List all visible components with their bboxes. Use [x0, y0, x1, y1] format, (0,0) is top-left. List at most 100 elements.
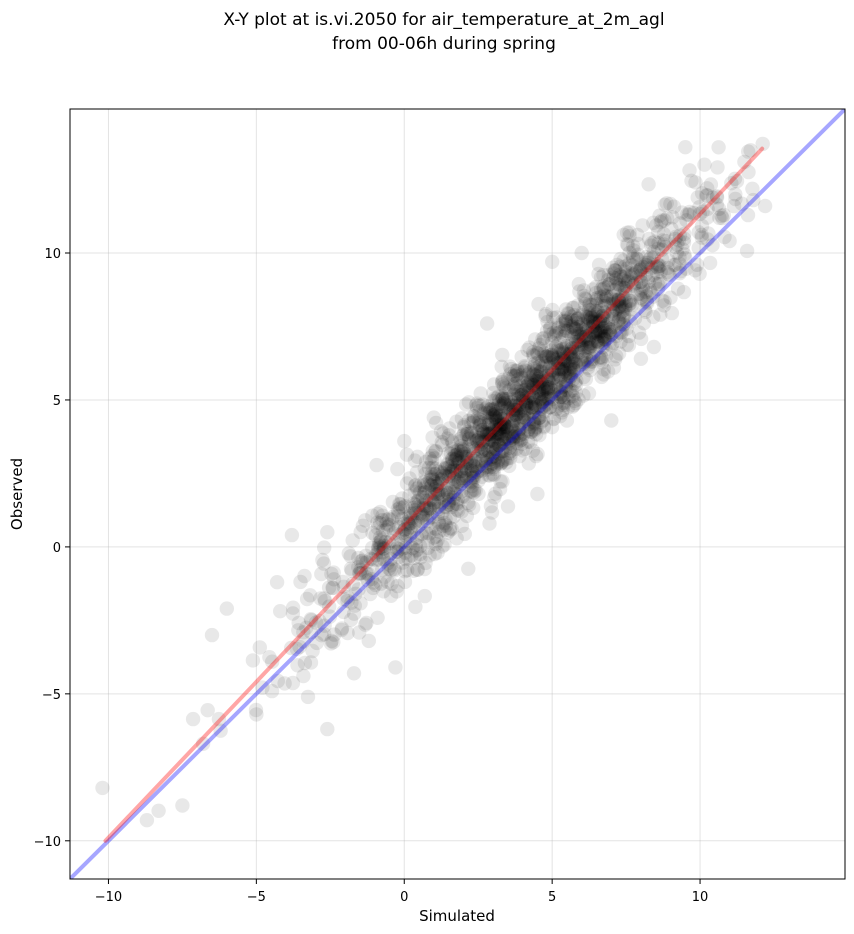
- scatter-point: [562, 385, 577, 400]
- scatter-point: [518, 396, 534, 411]
- scatter-point: [368, 548, 384, 563]
- scatter-point: [464, 426, 479, 441]
- scatter-point: [580, 353, 595, 368]
- scatter-point: [567, 393, 582, 409]
- scatter-point: [507, 398, 523, 413]
- scatter-point: [576, 283, 592, 298]
- scatter-point: [616, 316, 631, 332]
- scatter-point: [474, 452, 489, 468]
- scatter-point: [512, 422, 527, 437]
- scatter-point: [533, 401, 549, 416]
- scatter-point: [506, 379, 522, 395]
- scatter-point: [578, 349, 593, 364]
- scatter-point: [589, 279, 604, 295]
- scatter-point: [585, 314, 601, 330]
- scatter-point: [556, 395, 571, 410]
- scatter-point: [353, 524, 368, 540]
- scatter-point: [619, 237, 635, 252]
- scatter-point: [569, 334, 584, 349]
- scatter-point: [416, 485, 432, 500]
- chart-title-line-2: from 00-06h during spring: [332, 34, 556, 54]
- scatter-point: [651, 259, 667, 274]
- scatter-point: [407, 497, 423, 512]
- scatter-point: [566, 300, 581, 315]
- scatter-point: [445, 441, 460, 457]
- scatter-point: [456, 426, 472, 441]
- scatter-point: [581, 311, 596, 326]
- scatter-point: [591, 323, 606, 338]
- scatter-point: [470, 424, 485, 440]
- scatter-point: [488, 450, 503, 465]
- scatter-point: [376, 541, 392, 556]
- scatter-point: [603, 327, 619, 342]
- scatter-point: [627, 311, 643, 326]
- scatter-point: [613, 269, 629, 284]
- scatter-point: [393, 497, 408, 512]
- scatter-point: [372, 552, 387, 567]
- scatter-point: [510, 383, 525, 398]
- scatter-point: [358, 617, 373, 632]
- scatter-point: [539, 350, 554, 365]
- scatter-point: [546, 387, 562, 402]
- scatter-point: [605, 311, 620, 327]
- scatter-point: [562, 346, 577, 361]
- scatter-point: [578, 329, 594, 344]
- scatter-point: [728, 187, 743, 202]
- scatter-point: [530, 360, 545, 375]
- scatter-point: [596, 335, 612, 351]
- scatter-point: [308, 615, 324, 630]
- scatter-point: [398, 545, 413, 560]
- scatter-point: [561, 368, 576, 384]
- scatter-point: [656, 298, 672, 313]
- scatter-point: [636, 316, 652, 331]
- scatter-point: [262, 650, 277, 665]
- scatter-point: [581, 344, 596, 359]
- scatter-point: [475, 397, 490, 412]
- scatter-point: [473, 454, 488, 469]
- scatter-point: [512, 449, 527, 464]
- scatter-point: [540, 381, 556, 397]
- scatter-point: [533, 391, 548, 406]
- scatter-point: [431, 485, 446, 500]
- scatter-point: [571, 392, 586, 407]
- scatter-point: [545, 363, 560, 378]
- scatter-point: [425, 471, 440, 487]
- scatter-point: [517, 413, 532, 429]
- scatter-point: [464, 451, 479, 466]
- scatter-point: [415, 490, 430, 505]
- scatter-point: [611, 300, 627, 316]
- scatter-point: [549, 310, 564, 325]
- scatter-point: [443, 484, 458, 499]
- scatter-point: [592, 350, 607, 365]
- scatter-point: [426, 497, 442, 512]
- scatter-point: [457, 470, 472, 486]
- scatter-point: [661, 267, 676, 282]
- scatter-point: [500, 451, 515, 466]
- scatter-point: [355, 518, 371, 533]
- scatter-point: [554, 380, 569, 395]
- scatter-point: [462, 497, 477, 512]
- scatter-point: [380, 574, 395, 589]
- scatter-point: [476, 441, 491, 456]
- scatter-point: [646, 250, 661, 265]
- scatter-point: [494, 400, 509, 416]
- scatter-point: [418, 555, 433, 571]
- scatter-point: [416, 497, 432, 513]
- scatter-point: [526, 348, 542, 364]
- scatter-point: [471, 441, 486, 456]
- scatter-point: [520, 378, 535, 393]
- scatter-point: [505, 437, 520, 452]
- scatter-point: [612, 306, 627, 322]
- scatter-point: [572, 333, 587, 348]
- scatter-point: [473, 440, 489, 455]
- scatter-point: [495, 372, 511, 387]
- scatter-point: [565, 349, 581, 365]
- scatter-point: [594, 350, 610, 366]
- scatter-point: [441, 428, 457, 443]
- scatter-point: [494, 455, 510, 470]
- scatter-point: [554, 405, 570, 420]
- scatter-point: [656, 237, 672, 252]
- scatter-point: [448, 448, 463, 463]
- scatter-point: [361, 567, 376, 582]
- scatter-point: [714, 208, 729, 223]
